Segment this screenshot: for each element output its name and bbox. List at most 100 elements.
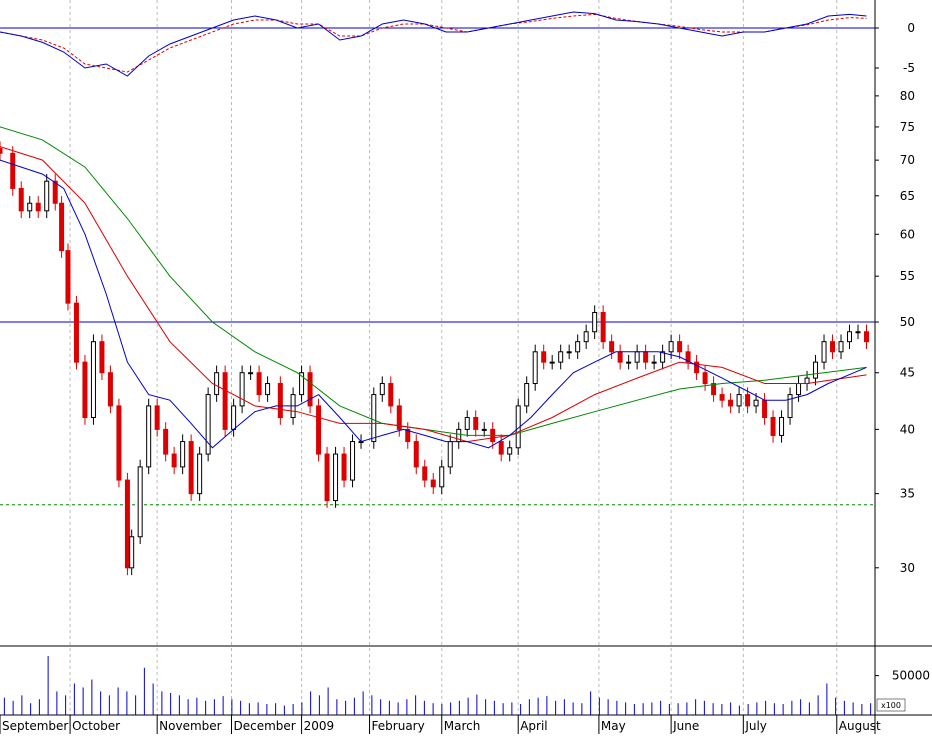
month-label: March — [444, 719, 481, 733]
candle-body — [248, 372, 254, 375]
candle-body — [592, 311, 598, 333]
candle-body — [256, 372, 262, 396]
candle-body — [27, 202, 33, 212]
candle-body — [333, 453, 339, 502]
oscillator-tick-label: -5 — [903, 61, 915, 75]
candle-body — [864, 331, 870, 343]
price-tick-label: 60 — [900, 227, 915, 241]
price-tick-label: 35 — [900, 487, 915, 501]
candle-body — [694, 361, 700, 374]
candle-body — [277, 383, 283, 419]
candle-body — [99, 341, 105, 374]
candle-body — [643, 351, 649, 363]
candle-body — [324, 453, 330, 502]
candle-body — [617, 351, 623, 363]
candle-body — [507, 447, 513, 455]
candle-body — [413, 441, 419, 468]
candle-body — [35, 202, 41, 212]
candle-body — [154, 405, 160, 430]
candle-body — [787, 394, 793, 419]
candle-body — [265, 383, 271, 396]
candle-body — [44, 180, 50, 212]
oscillator-main-line — [0, 11, 867, 77]
month-label: February — [372, 719, 425, 733]
candle-body — [316, 405, 322, 455]
candle-body — [396, 405, 402, 430]
candle-body — [439, 466, 445, 488]
candle-body — [350, 441, 356, 481]
candle-body — [651, 361, 657, 364]
candle-body — [804, 377, 810, 385]
candle-body — [762, 399, 768, 419]
candle-body — [711, 383, 717, 396]
candle-body — [307, 372, 313, 407]
candle-body — [124, 479, 130, 569]
candle-body — [405, 428, 411, 443]
candle-body — [73, 302, 79, 363]
month-label: December — [233, 719, 295, 733]
price-tick-label: 45 — [900, 366, 915, 380]
candle-body — [464, 417, 470, 430]
candle-body — [838, 341, 844, 353]
candle-body — [634, 351, 640, 363]
candle-body — [188, 441, 194, 495]
candle-body — [668, 341, 674, 353]
candle-body — [779, 417, 785, 436]
candle-body — [171, 453, 177, 468]
candle-body — [566, 351, 572, 354]
candle-body — [82, 361, 88, 419]
volume-scale-label: x100 — [881, 701, 901, 710]
candle-body — [205, 394, 211, 455]
candle-body — [524, 383, 530, 407]
candle-body — [379, 383, 385, 396]
candle-body — [541, 351, 547, 363]
candle-body — [583, 331, 589, 343]
candle-body — [299, 372, 305, 396]
candle-body — [770, 417, 776, 436]
candle-body — [239, 372, 245, 407]
month-label: 2009 — [304, 719, 335, 733]
candle-body — [10, 152, 16, 189]
candle-body — [52, 180, 58, 204]
candle-body — [575, 341, 581, 353]
candle-body — [222, 372, 228, 430]
candle-body — [532, 351, 538, 385]
price-tick-label: 40 — [900, 422, 915, 436]
candle-body — [116, 405, 122, 481]
candle-body — [855, 331, 861, 334]
candle-body — [163, 428, 169, 455]
candle-body — [626, 361, 632, 364]
moving-average-line — [0, 126, 867, 436]
candle-body — [821, 341, 827, 363]
candle-body — [609, 341, 615, 353]
candle-body — [736, 394, 742, 407]
candle-body — [745, 394, 751, 407]
candle-body — [129, 536, 135, 569]
candle-body — [90, 341, 96, 419]
price-tick-label: 30 — [900, 561, 915, 575]
price-tick-label: 50 — [900, 315, 915, 329]
candle-body — [719, 394, 725, 401]
candle-body — [813, 361, 819, 379]
candle-body — [600, 311, 606, 343]
candle-body — [847, 331, 853, 343]
oscillator-signal-line — [0, 13, 867, 73]
price-tick-label: 65 — [900, 189, 915, 203]
candle-body — [728, 399, 734, 407]
candle-body — [796, 383, 802, 396]
candle-body — [146, 405, 152, 468]
volume-scale-box — [876, 698, 906, 712]
candle-body — [447, 441, 453, 468]
candle-body — [677, 341, 683, 353]
candle-body — [59, 202, 65, 252]
month-label: June — [672, 719, 699, 733]
candle-body — [214, 372, 220, 396]
candle-body — [830, 341, 836, 353]
candle-body — [341, 453, 347, 481]
candle-body — [197, 453, 203, 495]
candle-body — [660, 351, 666, 363]
month-label: August — [839, 719, 881, 733]
candle-body — [481, 428, 487, 431]
candle-body — [702, 372, 708, 385]
